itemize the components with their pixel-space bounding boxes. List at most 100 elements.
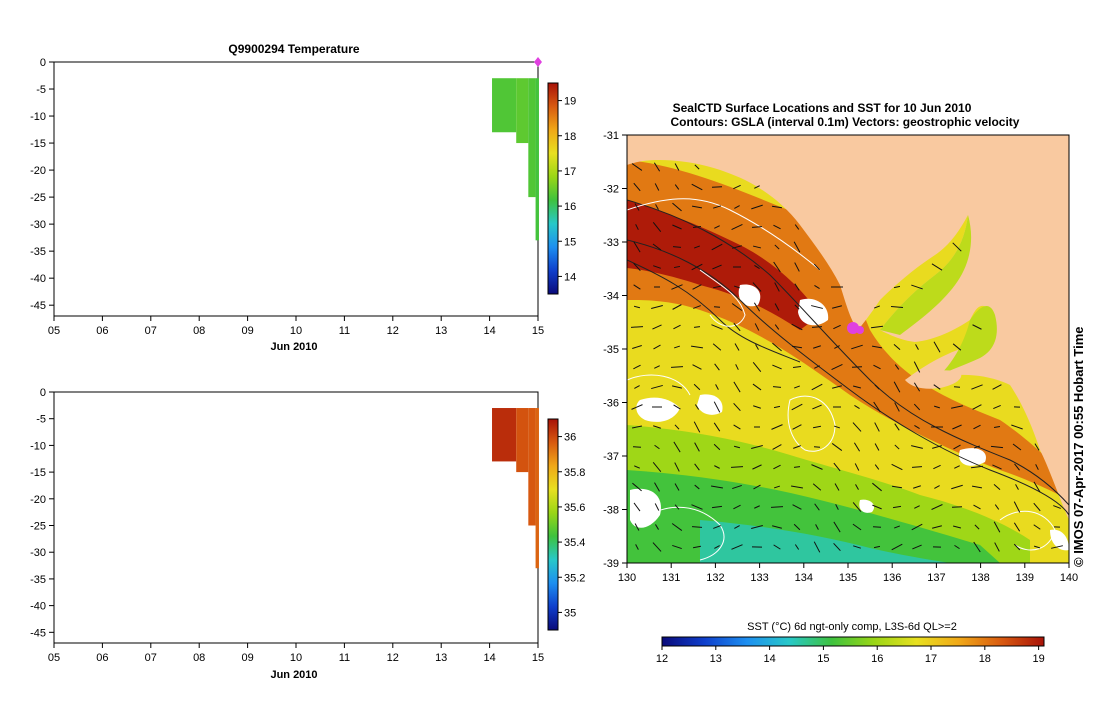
- x-tick-label: 11: [339, 652, 350, 664]
- x-tick-label: 06: [96, 652, 108, 664]
- colorbar-tick-label: 18: [564, 131, 576, 143]
- imos-credit: © IMOS 07-Apr-2017 00:55 Hobart Time: [1071, 326, 1086, 567]
- x-tick-label: 05: [48, 652, 60, 664]
- sst-tick-label: 19: [1032, 653, 1044, 665]
- colorbar-tick-label: 35: [564, 607, 576, 619]
- sst-colorbar-label: SST (°C) 6d ngt-only comp, L3S-6d QL>=2: [747, 621, 957, 633]
- salinity-plot-frame: [54, 392, 538, 643]
- x-tick-label: 07: [145, 652, 157, 664]
- x-tick-label: 14: [483, 652, 495, 664]
- x-tick-label: 09: [241, 325, 253, 337]
- profile-cell: [492, 408, 516, 461]
- x-tick-label: 10: [290, 652, 302, 664]
- colorbar-tick-label: 35.4: [564, 537, 585, 549]
- y-tick-label: -15: [30, 467, 46, 479]
- sst-tick-label: 12: [656, 653, 668, 665]
- lon-tick-label: 140: [1060, 572, 1078, 584]
- x-tick-label: 15: [532, 652, 544, 664]
- profile-cell: [516, 78, 528, 143]
- y-tick-label: -15: [30, 138, 46, 150]
- x-tick-label: 07: [145, 325, 157, 337]
- y-tick-label: -30: [30, 219, 46, 231]
- lat-tick-label: -33: [603, 237, 619, 249]
- profile-cell: [492, 78, 516, 132]
- lon-tick-label: 135: [839, 572, 857, 584]
- lat-tick-label: -38: [603, 505, 619, 517]
- colorbar-tick-label: 35.8: [564, 467, 585, 479]
- lat-tick-label: -35: [603, 344, 619, 356]
- lon-tick-label: 139: [1016, 572, 1034, 584]
- lat-tick-label: -31: [603, 130, 619, 142]
- temperature-colorbar: [548, 83, 558, 294]
- lon-tick-label: 136: [883, 572, 901, 584]
- lon-tick-label: 138: [971, 572, 989, 584]
- sst-tick-label: 15: [817, 653, 829, 665]
- x-tick-label: 15: [532, 325, 544, 337]
- lon-tick-label: 133: [750, 572, 768, 584]
- velocity-vector: [852, 367, 862, 368]
- colorbar-tick-label: 16: [564, 201, 576, 213]
- velocity-vector: [631, 327, 643, 328]
- lon-tick-label: 130: [618, 572, 636, 584]
- x-tick-label: 10: [290, 325, 302, 337]
- y-tick-label: -45: [30, 627, 46, 639]
- lat-tick-label: -36: [603, 398, 619, 410]
- profile-cell: [536, 408, 539, 568]
- colorbar-tick-label: 35.2: [564, 572, 585, 584]
- salinity-colorbar: [548, 419, 558, 630]
- lat-tick-label: -34: [603, 291, 619, 303]
- lat-tick-label: -32: [603, 184, 619, 196]
- colorbar-tick-label: 14: [564, 271, 576, 283]
- velocity-vector: [873, 527, 881, 528]
- lon-tick-label: 131: [662, 572, 680, 584]
- velocity-vector: [633, 447, 641, 448]
- map-title-line1: SealCTD Surface Locations and SST for 10…: [673, 101, 972, 115]
- y-tick-label: -20: [30, 494, 46, 506]
- velocity-vector: [773, 387, 781, 388]
- y-tick-label: -30: [30, 547, 46, 559]
- sst-tick-label: 14: [763, 653, 775, 665]
- y-tick-label: 0: [40, 57, 46, 69]
- y-tick-label: -35: [30, 246, 46, 258]
- colorbar-tick-label: 19: [564, 96, 576, 108]
- y-tick-label: -40: [30, 273, 46, 285]
- map-latitude-ticks: -31 -32 -33 -34 -35 -36 -37 -38 -39: [603, 130, 627, 570]
- lat-tick-label: -37: [603, 451, 619, 463]
- temperature-title: Q9900294 Temperature: [228, 42, 360, 56]
- salinity-x-label: Jun 2010: [270, 669, 317, 681]
- lat-tick-label: -39: [603, 558, 619, 570]
- temperature-colorbar-ticks: 14 15 16 17 18 19: [558, 96, 576, 284]
- sst-map-panel: SealCTD Surface Locations and SST for 10…: [603, 101, 1086, 665]
- profile-cell: [528, 408, 535, 525]
- profile-cell: [536, 78, 539, 240]
- x-tick-label: 09: [241, 652, 253, 664]
- velocity-vector: [812, 327, 822, 328]
- lon-tick-label: 137: [927, 572, 945, 584]
- y-tick-label: 0: [40, 387, 46, 399]
- x-tick-label: 08: [193, 652, 205, 664]
- map-title-line2: Contours: GSLA (interval 0.1m) Vectors: …: [671, 115, 1020, 129]
- salinity-colorbar-ticks: 35 35.2 35.4 35.6 35.8 36: [558, 432, 585, 620]
- sst-tick-label: 16: [871, 653, 883, 665]
- temperature-y-ticks: 0-5-10-15-20-25-30-35-40-45: [30, 57, 54, 312]
- colorbar-tick-label: 35.6: [564, 502, 585, 514]
- y-tick-label: -25: [30, 521, 46, 533]
- colorbar-tick-label: 36: [564, 432, 576, 444]
- x-tick-label: 13: [435, 325, 447, 337]
- profile-cell: [528, 78, 535, 197]
- y-tick-label: -5: [36, 414, 46, 426]
- profile-cell: [516, 408, 528, 472]
- colorbar-tick-label: 17: [564, 166, 576, 178]
- y-tick-label: -5: [36, 84, 46, 96]
- x-tick-label: 13: [435, 652, 447, 664]
- sst-tick-label: 18: [979, 653, 991, 665]
- sst-tick-label: 17: [925, 653, 937, 665]
- colorbar-tick-label: 15: [564, 236, 576, 248]
- y-tick-label: -25: [30, 192, 46, 204]
- y-tick-label: -10: [30, 440, 46, 452]
- velocity-vector: [814, 447, 820, 448]
